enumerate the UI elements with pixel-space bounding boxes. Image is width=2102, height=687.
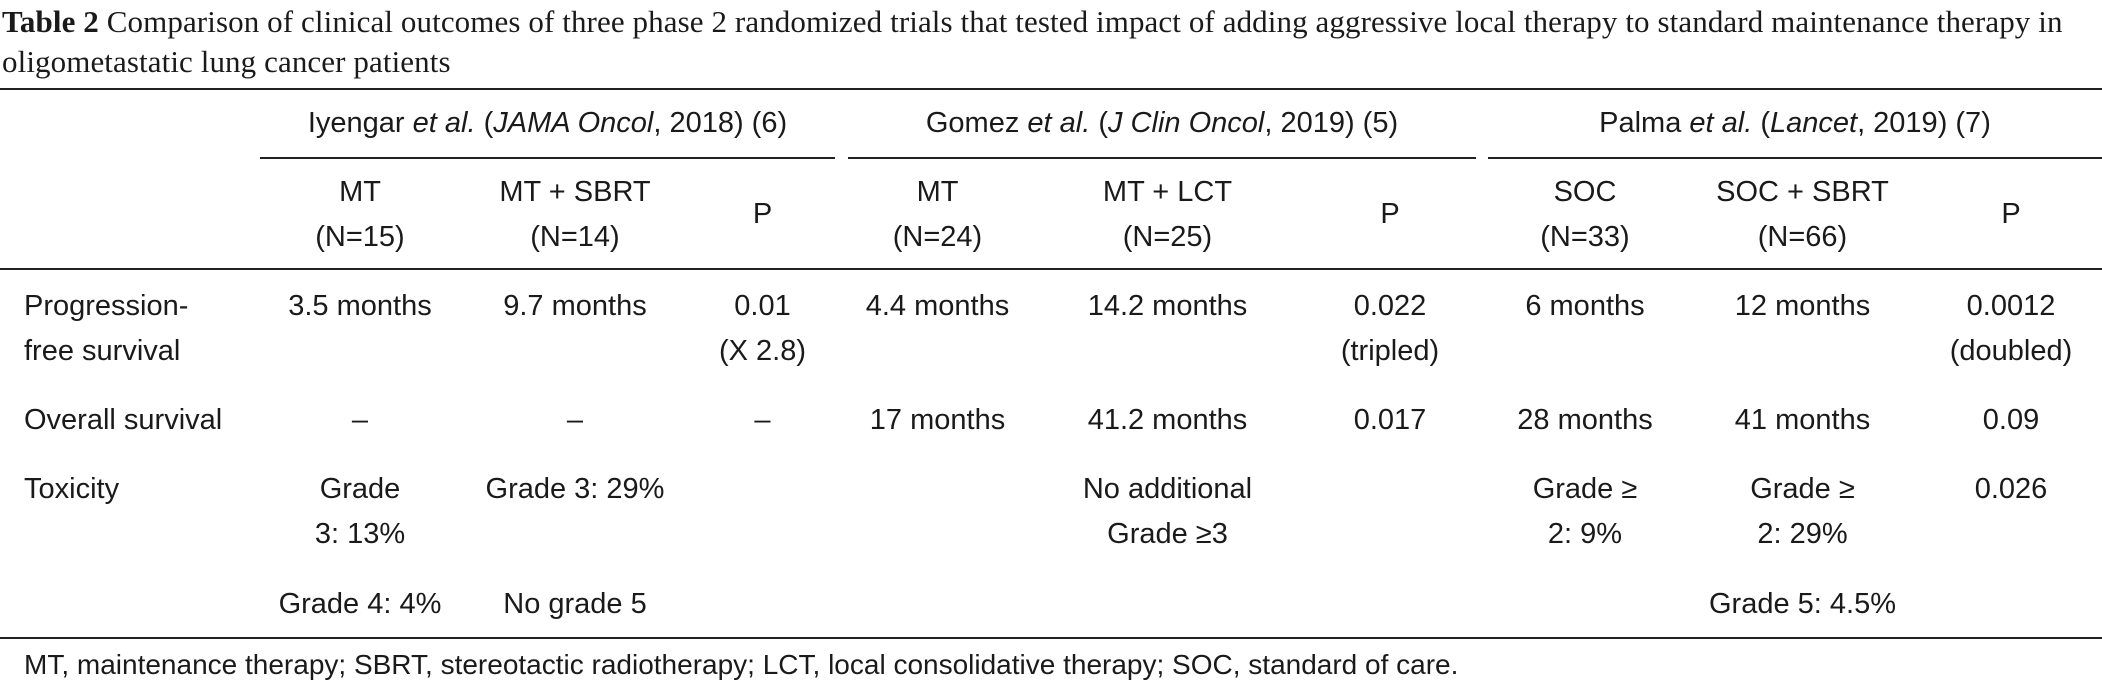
row-label-os: Overall survival xyxy=(24,404,223,436)
table-cell: Grade 3: 29% xyxy=(485,473,665,505)
arm-header: MT (N=15) xyxy=(315,176,405,253)
table-cell: 0.017 xyxy=(1353,404,1427,436)
table-caption-text: Comparison of clinical outcomes of three… xyxy=(2,4,2063,79)
table-cell: 9.7 months xyxy=(503,290,647,322)
table-cell: 14.2 months xyxy=(1087,290,1248,322)
table-cell: 28 months xyxy=(1517,404,1653,436)
table-cell: 0.01 (X 2.8) xyxy=(718,290,807,367)
table-cell: Grade 4: 4% xyxy=(278,588,442,620)
table-cell: Grade 5: 4.5% xyxy=(1709,588,1896,620)
p-header: P xyxy=(1380,198,1400,230)
p-header: P xyxy=(752,198,773,230)
row-label-toxicity: Toxicity xyxy=(24,473,120,505)
group-rule-gomez xyxy=(848,157,1476,159)
arm-header: SOC (N=33) xyxy=(1540,176,1630,253)
group-rule-palma xyxy=(1488,157,2102,159)
table-cell: – xyxy=(351,404,369,436)
top-rule xyxy=(0,88,2102,90)
arm-header: SOC + SBRT (N=66) xyxy=(1716,176,1889,253)
table-cell: – xyxy=(754,404,771,436)
header-rule xyxy=(0,268,2102,270)
table-cell: 0.026 xyxy=(1974,473,2048,505)
arm-header: MT + LCT (N=25) xyxy=(1102,176,1233,253)
row-label-pfs: Progression-free survival xyxy=(24,290,189,367)
table-cell: Grade 3: 13% xyxy=(314,473,406,550)
table-cell: No grade 5 xyxy=(503,588,647,620)
table-caption: Table 2 Comparison of clinical outcomes … xyxy=(0,0,2102,86)
table-cell: 4.4 months xyxy=(865,290,1010,322)
arm-header: MT + SBRT (N=14) xyxy=(499,176,651,253)
table-cell: 0.09 xyxy=(1982,404,2040,436)
study-header-palma: Palma et al. (Lancet, 2019) (7) xyxy=(1599,107,1991,139)
table-cell: 12 months xyxy=(1734,290,1871,322)
table-cell: 0.022 (tripled) xyxy=(1340,290,1440,367)
table-label: Table 2 xyxy=(2,4,99,39)
group-rule-iyengar xyxy=(260,157,835,159)
p-header: P xyxy=(2001,198,2021,230)
table-cell: 41 months xyxy=(1734,404,1871,436)
table-cell: Grade ≥2: 29% xyxy=(1750,473,1855,550)
table-cell: Grade ≥2: 9% xyxy=(1532,473,1638,550)
table-cell: 6 months xyxy=(1525,290,1645,322)
table-cell: No additional Grade ≥3 xyxy=(1082,473,1253,550)
arm-header: MT (N=24) xyxy=(892,176,983,253)
table-cell: – xyxy=(566,404,584,436)
table-footnote: MT, maintenance therapy; SBRT, stereotac… xyxy=(24,649,1459,680)
bottom-rule xyxy=(0,637,2102,639)
table-cell: 41.2 months xyxy=(1087,404,1248,436)
table-cell: 0.0012 (doubled) xyxy=(1949,290,2073,367)
table-cell: 3.5 months xyxy=(288,290,432,322)
study-header-iyengar: Iyengar et al. (JAMA Oncol, 2018) (6) xyxy=(307,107,788,139)
study-header-gomez: Gomez et al. (J Clin Oncol, 2019) (5) xyxy=(925,107,1399,139)
table-cell: 17 months xyxy=(869,404,1006,436)
